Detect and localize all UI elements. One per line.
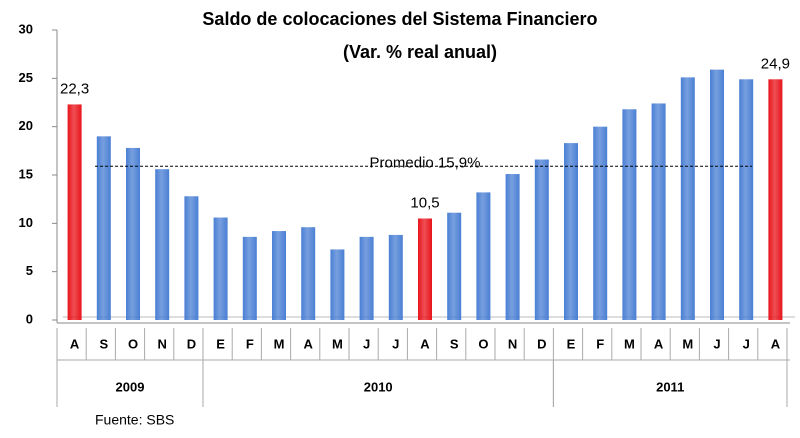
y-tick-label: 30: [19, 21, 33, 36]
bar: [359, 236, 374, 320]
bar: [213, 217, 228, 320]
x-tick-label: O: [478, 336, 488, 351]
chart-title: Saldo de colocaciones del Sistema Financ…: [202, 9, 597, 29]
y-tick-label: 0: [26, 311, 33, 326]
x-tick-label: F: [596, 336, 604, 351]
x-tick-label: M: [682, 336, 693, 351]
bar: [67, 104, 82, 320]
bar: [155, 169, 170, 320]
bar: [680, 77, 695, 320]
y-tick-label: 20: [19, 118, 33, 133]
bar: [651, 103, 666, 320]
x-tick-label: E: [216, 336, 225, 351]
group-label: 2009: [116, 379, 145, 394]
x-tick-label: A: [420, 336, 430, 351]
bar: [564, 143, 578, 320]
x-tick-label: S: [450, 336, 459, 351]
y-tick-label: 5: [26, 263, 33, 278]
y-tick-label: 10: [19, 215, 33, 230]
x-tick-label: J: [363, 336, 370, 351]
bar: [330, 249, 345, 320]
bar: [447, 212, 462, 320]
bar: [710, 69, 724, 320]
value-label: 22,3: [60, 80, 89, 97]
x-tick-label: N: [158, 336, 167, 351]
bar: [184, 196, 199, 320]
group-label: 2010: [364, 379, 393, 394]
x-tick-label: D: [187, 336, 196, 351]
chart-subtitle: (Var. % real anual): [343, 42, 497, 62]
bar: [418, 218, 432, 320]
average-label: Promedio 15,9%: [370, 154, 481, 171]
x-tick-label: J: [392, 336, 399, 351]
bar: [301, 227, 316, 320]
x-tick-label: M: [274, 336, 285, 351]
x-tick-label: E: [567, 336, 576, 351]
bar: [476, 192, 491, 320]
x-tick-label: J: [713, 336, 720, 351]
x-tick-label: S: [99, 336, 108, 351]
bar: [534, 159, 549, 320]
x-tick-label: D: [537, 336, 546, 351]
x-tick-label: A: [771, 336, 781, 351]
bar: [242, 236, 257, 320]
value-label: 10,5: [410, 194, 439, 211]
x-tick-label: N: [508, 336, 517, 351]
bar: [388, 234, 403, 320]
bar: [272, 231, 286, 320]
group-label: 2011: [656, 379, 684, 394]
bar: [622, 109, 637, 321]
bar: [126, 147, 140, 320]
y-tick-label: 15: [19, 166, 33, 181]
bar: [505, 174, 520, 320]
x-tick-label: A: [70, 336, 80, 351]
bar: [768, 79, 783, 320]
bar: [739, 79, 754, 320]
value-label: 24,9: [761, 55, 790, 72]
x-tick-label: F: [246, 336, 254, 351]
x-tick-label: O: [128, 336, 138, 351]
bar: [96, 136, 111, 320]
x-tick-label: M: [624, 336, 635, 351]
source: Fuente: SBS: [95, 412, 174, 428]
x-tick-label: J: [743, 336, 750, 351]
x-tick-label: M: [332, 336, 343, 351]
bar: [593, 126, 608, 321]
x-tick-label: A: [654, 336, 664, 351]
y-tick-label: 25: [19, 70, 33, 85]
x-tick-label: A: [304, 336, 314, 351]
